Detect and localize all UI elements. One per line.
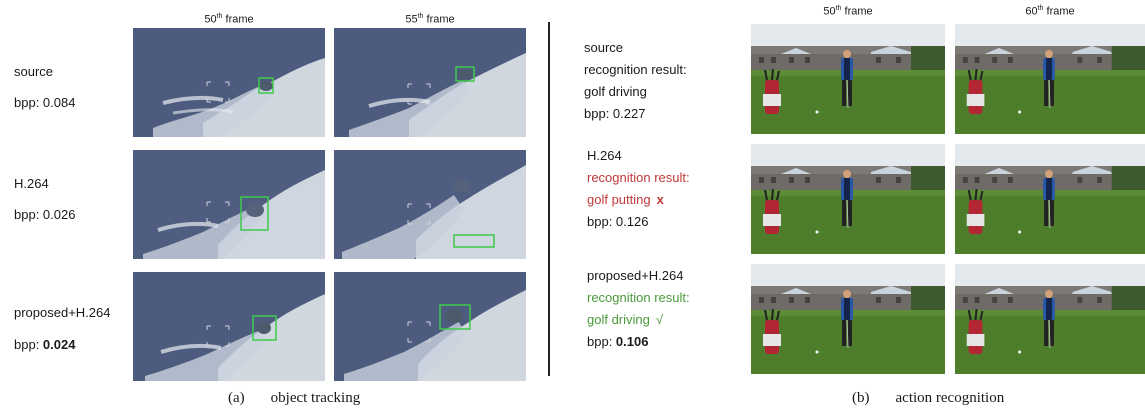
tracking-row-label-source: source xyxy=(14,64,54,79)
tracking-image-proposed-55 xyxy=(334,272,526,381)
tracking-image-h264-55 xyxy=(334,150,526,259)
tracking-header-1: 50th frame xyxy=(204,13,254,26)
tracking-row-bpp-h264: bpp: 0.026 xyxy=(14,207,76,222)
recognition-caption: (b) action recognition xyxy=(852,390,1005,406)
recognition-proposed-name: proposed+H.264 xyxy=(587,268,684,283)
recognition-image-h264-60 xyxy=(955,144,1145,254)
recognition-proposed-result: golf driving √ xyxy=(587,312,664,327)
recognition-image-h264-50 xyxy=(751,144,945,254)
tracking-row-label-proposed: proposed+H.264 xyxy=(14,305,111,320)
tracking-row-bpp-proposed: bpp: 0.024 xyxy=(14,337,76,352)
recognition-h264-bpp: bpp: 0.126 xyxy=(587,214,649,229)
recognition-h264-name: H.264 xyxy=(587,148,622,163)
tracking-image-h264-50 xyxy=(133,150,325,259)
tracking-image-proposed-50 xyxy=(133,272,325,381)
recognition-header-2: 60th frame xyxy=(1025,5,1075,18)
panel-divider xyxy=(548,22,550,376)
recognition-image-source-50 xyxy=(751,24,945,134)
recognition-source-result-label: recognition result: xyxy=(584,62,687,77)
tracking-image-source-50 xyxy=(133,28,325,137)
wrong-mark-icon: x xyxy=(656,192,664,207)
recognition-source-bpp: bpp: 0.227 xyxy=(584,106,646,121)
tracking-row-bpp-source: bpp: 0.084 xyxy=(14,95,76,110)
recognition-source-result: golf driving xyxy=(584,84,647,99)
recognition-image-proposed-50 xyxy=(751,264,945,374)
tracking-row-label-h264: H.264 xyxy=(14,176,49,191)
recognition-image-source-60 xyxy=(955,24,1145,134)
recognition-proposed-bpp: bpp: 0.106 xyxy=(587,334,649,349)
tracking-image-source-55 xyxy=(334,28,526,137)
recognition-h264-result-label: recognition result: xyxy=(587,170,690,185)
recognition-header-1: 50th frame xyxy=(823,5,873,18)
tracking-caption: (a) object tracking xyxy=(228,390,361,406)
tracking-header-2: 55th frame xyxy=(405,13,455,26)
correct-mark-icon: √ xyxy=(655,312,664,327)
recognition-proposed-result-label: recognition result: xyxy=(587,290,690,305)
recognition-h264-result: golf putting x xyxy=(587,192,664,207)
recognition-image-proposed-60 xyxy=(955,264,1145,374)
recognition-source-name: source xyxy=(584,40,624,55)
